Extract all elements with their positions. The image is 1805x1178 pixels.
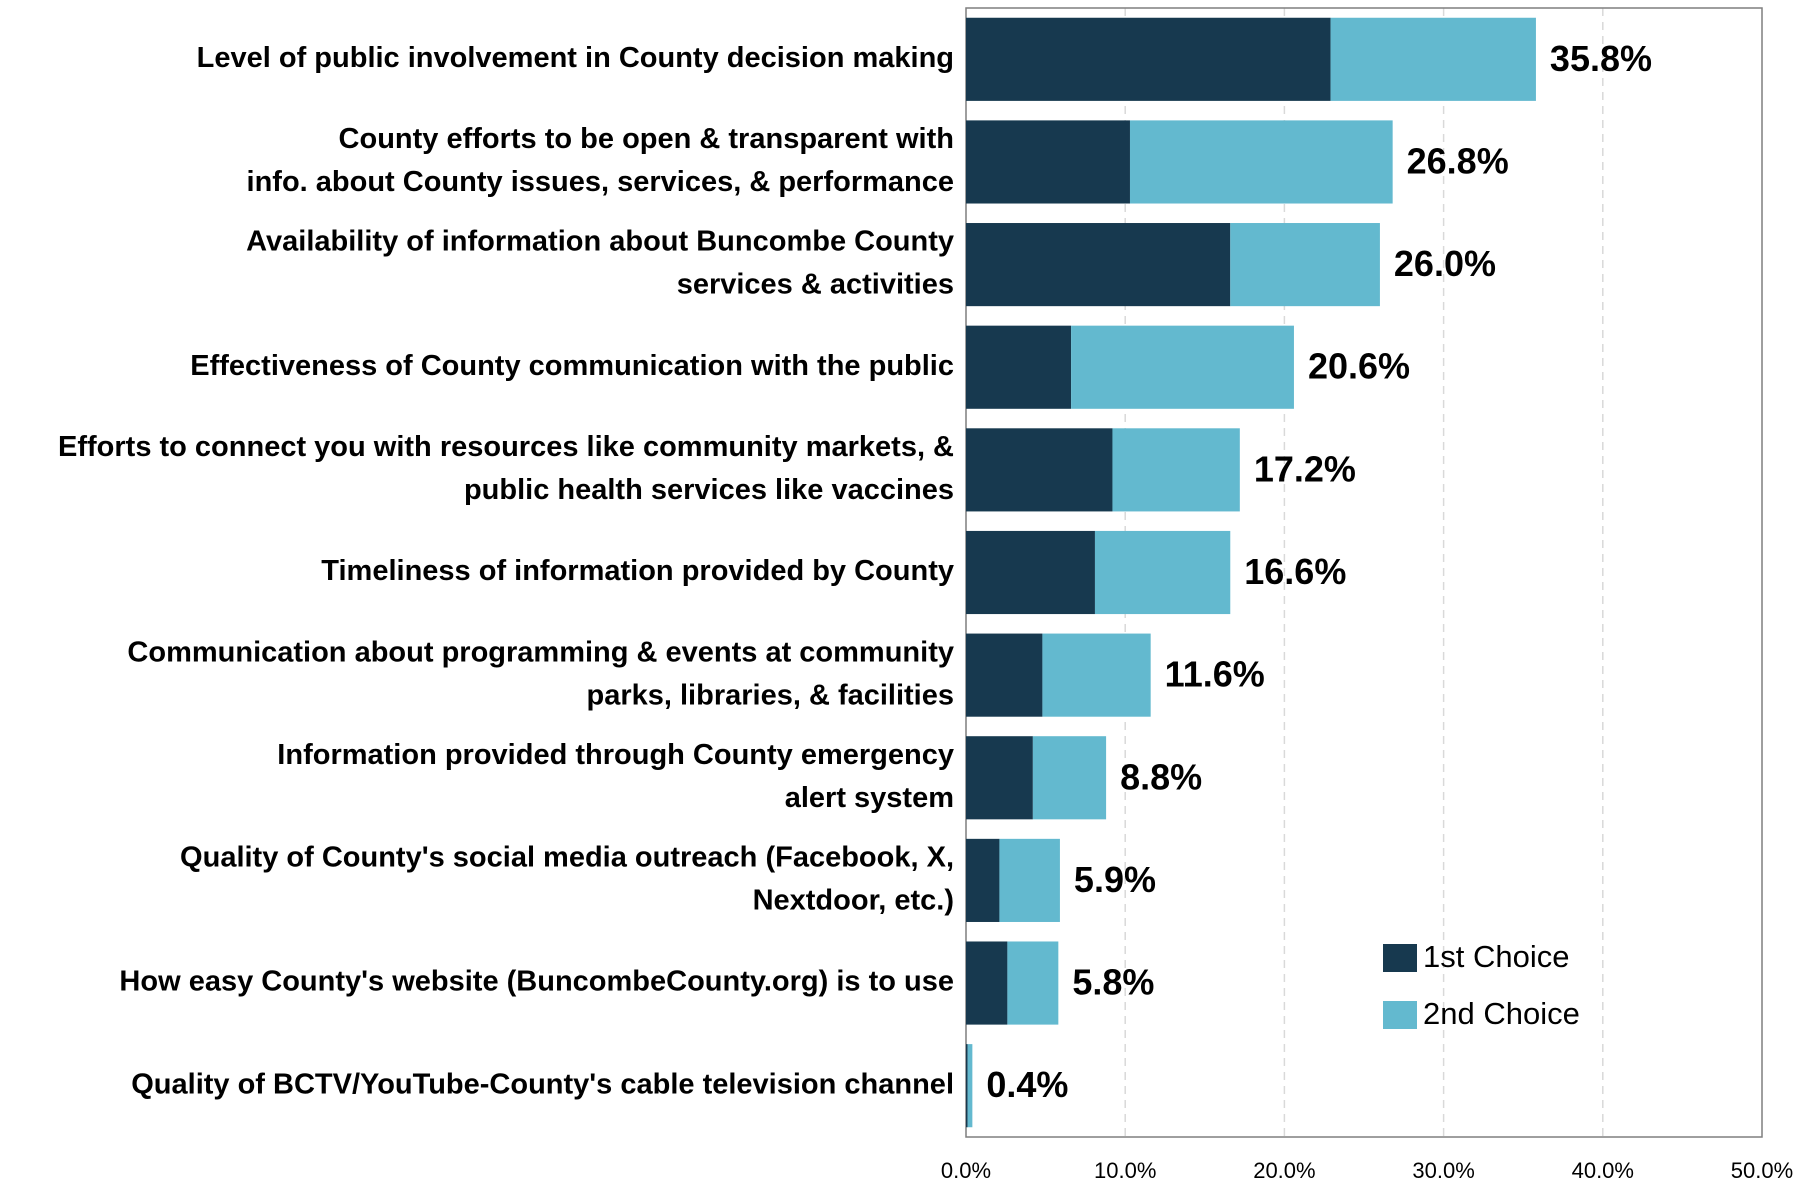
category-label: parks, libraries, & facilities [586,679,954,711]
x-tick-label: 20.0% [1253,1158,1315,1178]
bar-segment [1094,530,1231,615]
value-label: 20.6% [1308,346,1410,387]
legend-swatch [1383,1001,1417,1029]
value-label: 26.8% [1407,140,1509,181]
legend-swatch [1383,944,1417,972]
value-label: 26.0% [1394,243,1496,284]
bar-segment [966,633,1043,717]
value-label: 8.8% [1120,756,1202,797]
category-label: Availability of information about Buncom… [246,226,954,258]
bar-segment [1007,941,1059,1025]
bar-segment [1112,428,1240,512]
bar-segment [966,17,1331,101]
x-tick-label: 10.0% [1094,1158,1156,1178]
bar-segment [1330,17,1536,101]
bar-segment [1032,736,1107,820]
category-label: Level of public involvement in County de… [197,42,954,74]
value-label: 0.4% [986,1064,1068,1105]
category-label: Information provided through County emer… [277,739,954,771]
bar-segment [966,736,1033,820]
bar-segment [966,428,1113,512]
legend-label: 1st Choice [1423,939,1569,974]
value-label: 11.6% [1165,654,1265,695]
category-label: services & activities [677,269,954,301]
x-tick-label: 0.0% [941,1158,991,1178]
x-tick-label: 40.0% [1572,1158,1634,1178]
x-tick-label: 30.0% [1412,1158,1474,1178]
bar-segment [1129,120,1393,204]
category-label: County efforts to be open & transparent … [339,123,954,155]
category-label: Timeliness of information provided by Co… [321,555,954,587]
category-label: Communication about programming & events… [127,636,954,668]
bar-segment [966,223,1231,307]
bar-segment [966,120,1130,204]
x-tick-label: 50.0% [1731,1158,1793,1178]
bar-segment [967,1044,973,1128]
value-label: 35.8% [1550,38,1652,79]
legend-label: 2nd Choice [1423,996,1580,1031]
value-label: 5.8% [1072,962,1154,1003]
bar-segment [999,838,1060,922]
category-label: Effectiveness of County communication wi… [190,350,954,382]
value-label: 17.2% [1254,448,1356,489]
bar-segment [966,838,1000,922]
value-label: 16.6% [1244,551,1346,592]
bar-segment [966,941,1008,1025]
bar-segment [1230,223,1380,307]
bar-segment [966,1044,968,1128]
category-label: info. about County issues, services, & p… [247,166,954,198]
category-label: Efforts to connect you with resources li… [58,431,954,463]
bar-segment [966,530,1095,615]
category-label: public health services like vaccines [464,474,954,506]
bar-segment [1071,325,1294,409]
value-label: 5.9% [1074,859,1156,900]
category-label: How easy County's website (BuncombeCount… [119,966,954,998]
category-label: alert system [785,782,954,814]
category-label: Quality of BCTV/YouTube-County's cable t… [131,1068,954,1100]
bar-segment [1042,633,1151,717]
category-label: Nextdoor, etc.) [753,885,954,917]
category-label: Quality of County's social media outreac… [180,842,954,874]
bar-segment [966,325,1072,409]
